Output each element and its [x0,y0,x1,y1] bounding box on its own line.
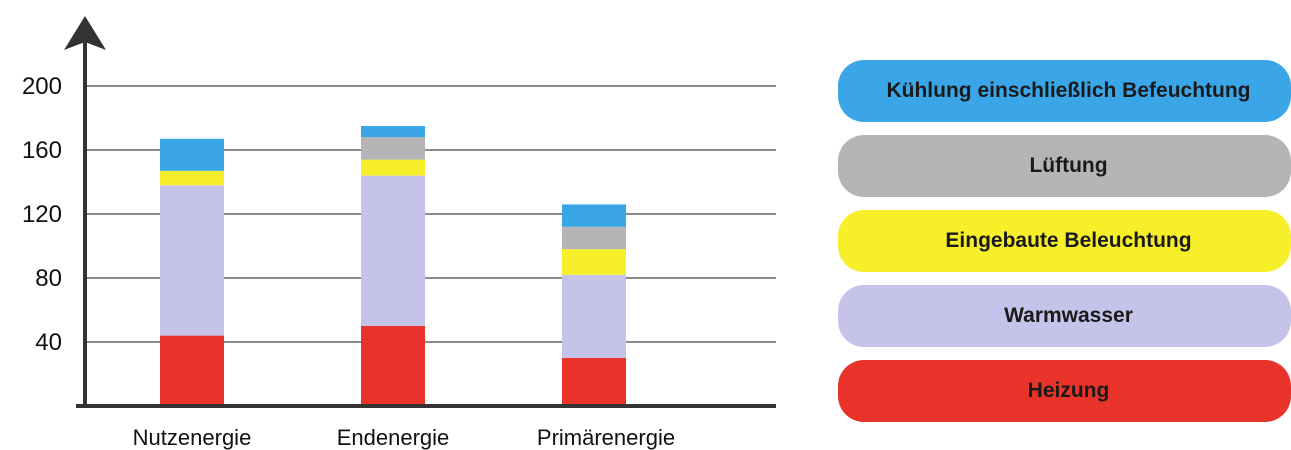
bar-segment-warmwasser-0 [160,185,224,336]
bar-segment-l-ftung-1 [361,137,425,160]
y-tick-label: 120 [22,201,62,228]
legend-entry: Kühlung einschließlich Befeuchtung [838,60,1291,122]
bar-segment-k-hlung-einschlie-lich-befeuchtung-0 [160,138,224,171]
bar-segment-heizung-2 [562,358,626,406]
bar-segment-eingebaute-beleuchtung-2 [562,249,626,275]
y-axis-arrow-icon [64,16,106,50]
axes [64,16,776,408]
x-tick-labels: Nutzenergie Endenergie Primärenergie [133,425,675,450]
y-tick-label: 40 [35,329,62,356]
bars [160,126,626,406]
y-tick-label: 200 [22,73,62,100]
x-tick-label: Endenergie [337,425,450,450]
y-tick-labels: 40 80 120 160 200 [22,73,62,356]
bar-segment-eingebaute-beleuchtung-0 [160,170,224,186]
y-tick-label: 80 [35,265,62,292]
bar-segment-warmwasser-2 [562,274,626,358]
bar-segment-eingebaute-beleuchtung-1 [361,159,425,176]
legend-entry: Eingebaute Beleuchtung [838,210,1291,272]
x-tick-label: Primärenergie [537,425,675,450]
bar-segment-heizung-1 [361,326,425,406]
bar-segment-l-ftung-2 [562,226,626,250]
bar-segment-warmwasser-1 [361,175,425,326]
y-tick-label: 160 [22,137,62,164]
stacked-bar-chart: 40 80 120 160 200 Nutzenergie Endenergie Primä… [22,16,776,450]
legend-entry: Heizung [838,360,1291,422]
x-tick-label: Nutzenergie [133,425,252,450]
legend-entry: Warmwasser [838,285,1291,347]
legend-entry: Lüftung [838,135,1291,197]
bar-segment-k-hlung-einschlie-lich-befeuchtung-1 [361,126,425,138]
bar-segment-k-hlung-einschlie-lich-befeuchtung-2 [562,204,626,227]
bar-segment-heizung-0 [160,335,224,406]
